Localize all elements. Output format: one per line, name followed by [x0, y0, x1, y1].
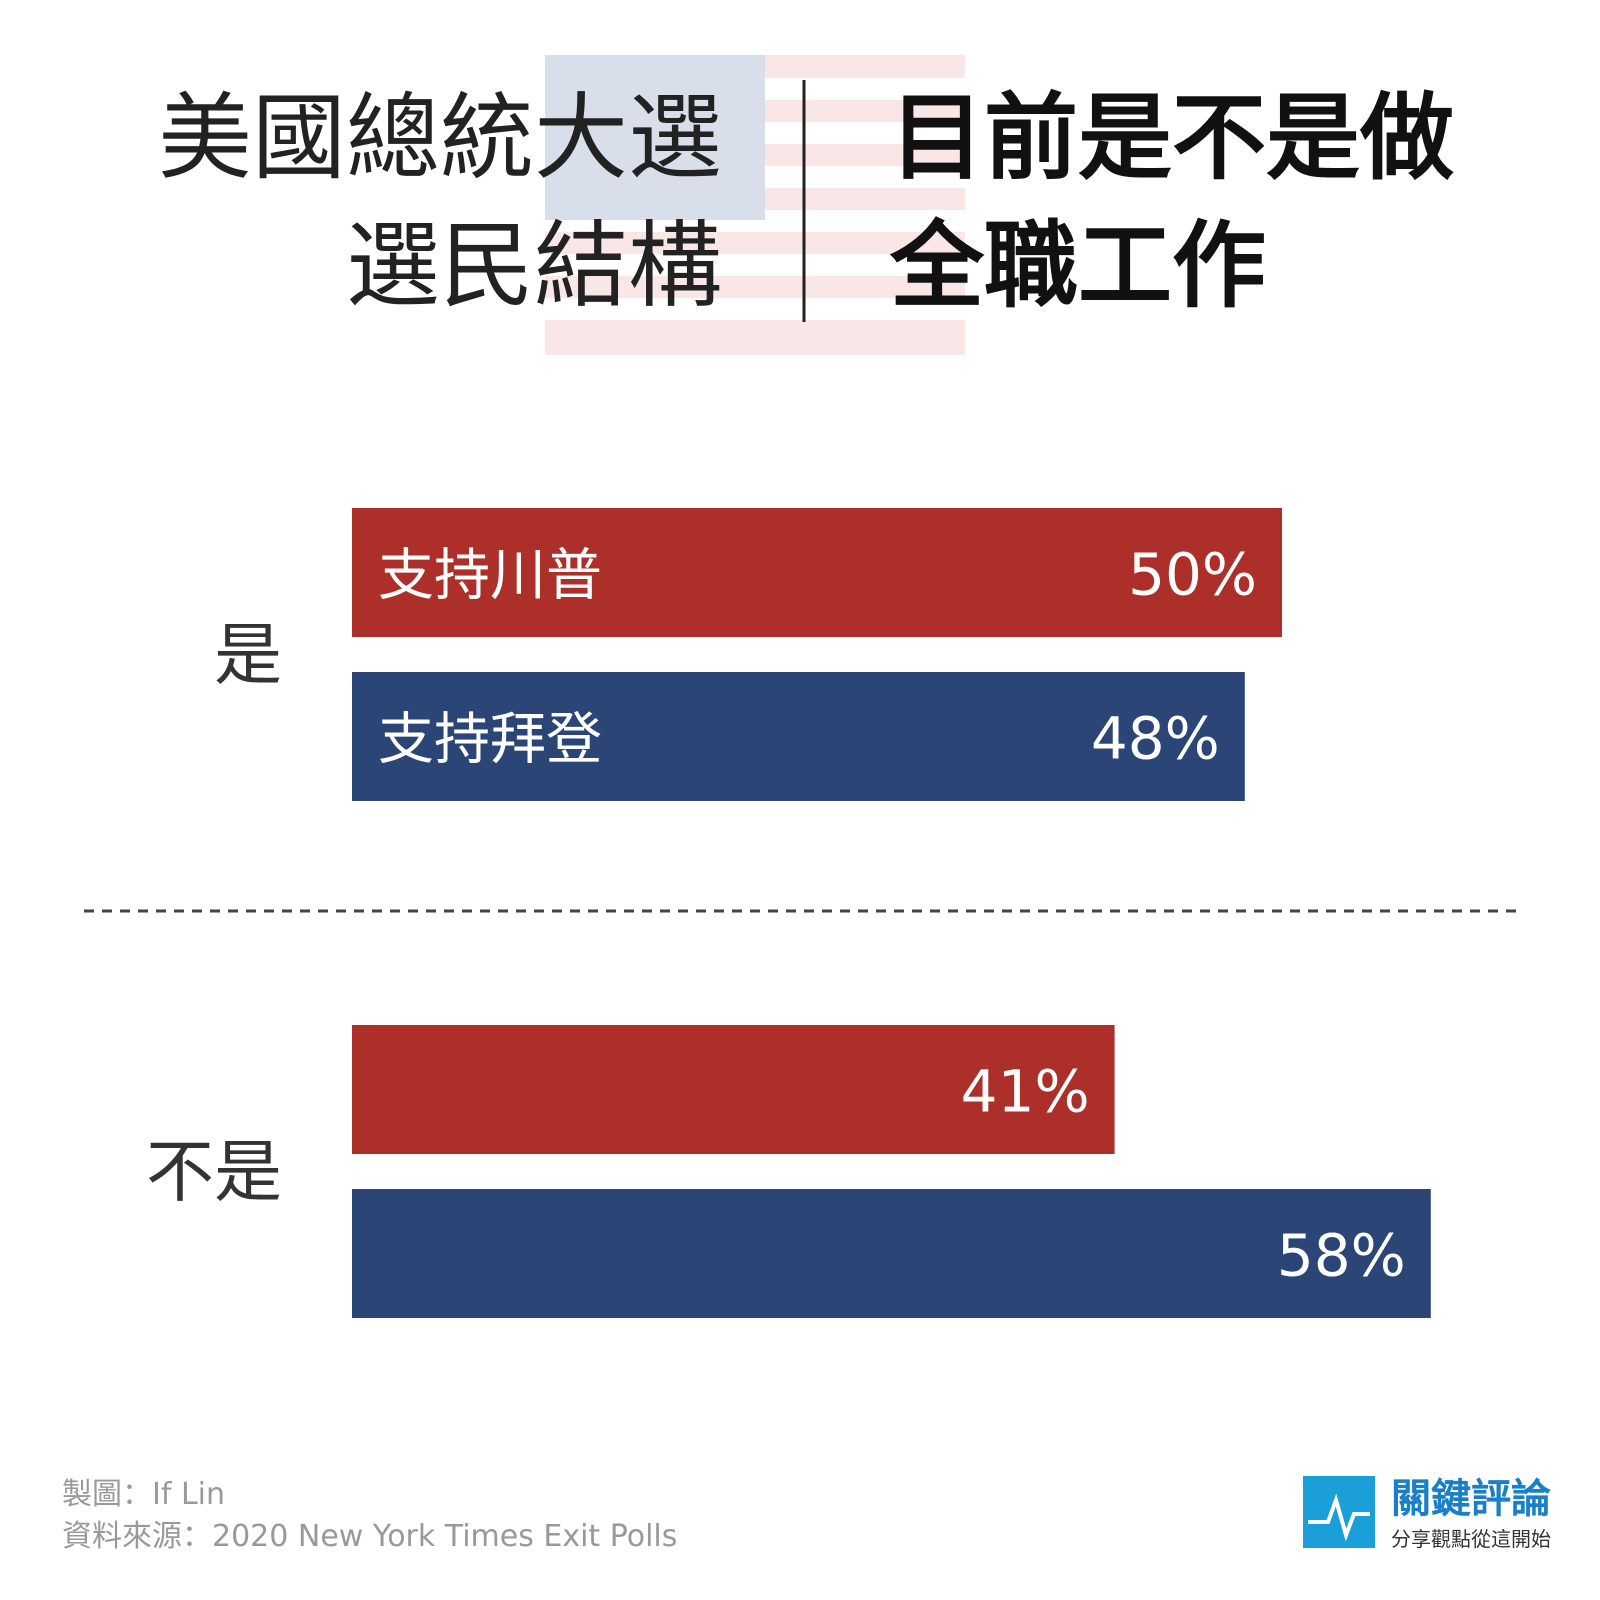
category-label: 不是: [146, 1134, 282, 1213]
logo: 關鍵評論 分享觀點從這開始: [1303, 1476, 1551, 1551]
value-label: 48%: [1091, 705, 1220, 773]
legend-label: 支持川普: [378, 544, 602, 609]
subtitle-line: 全職工作: [889, 212, 1266, 321]
category-label: 是: [214, 617, 282, 696]
bar: [352, 1025, 1115, 1154]
subtitle-line: 目前是不是做: [890, 84, 1454, 193]
value-label: 58%: [1277, 1222, 1406, 1290]
value-label: 41%: [961, 1058, 1090, 1126]
flag-decoration: [545, 55, 965, 355]
logo-tagline: 分享觀點從這開始: [1391, 1527, 1551, 1551]
bar: [352, 508, 1282, 637]
source: 資料來源：2020 New York Times Exit Polls: [62, 1519, 677, 1554]
title-line: 美國總統大選: [158, 84, 722, 193]
logo-pulse: [1308, 1493, 1370, 1542]
bar: [352, 672, 1245, 801]
credit: 製圖：If Lin: [62, 1477, 225, 1512]
bar: [352, 1189, 1431, 1318]
title-line: 選民結構: [346, 212, 722, 321]
logo-name: 關鍵評論: [1391, 1476, 1551, 1522]
value-label: 50%: [1128, 541, 1257, 609]
legend-label: 支持拜登: [378, 708, 602, 773]
